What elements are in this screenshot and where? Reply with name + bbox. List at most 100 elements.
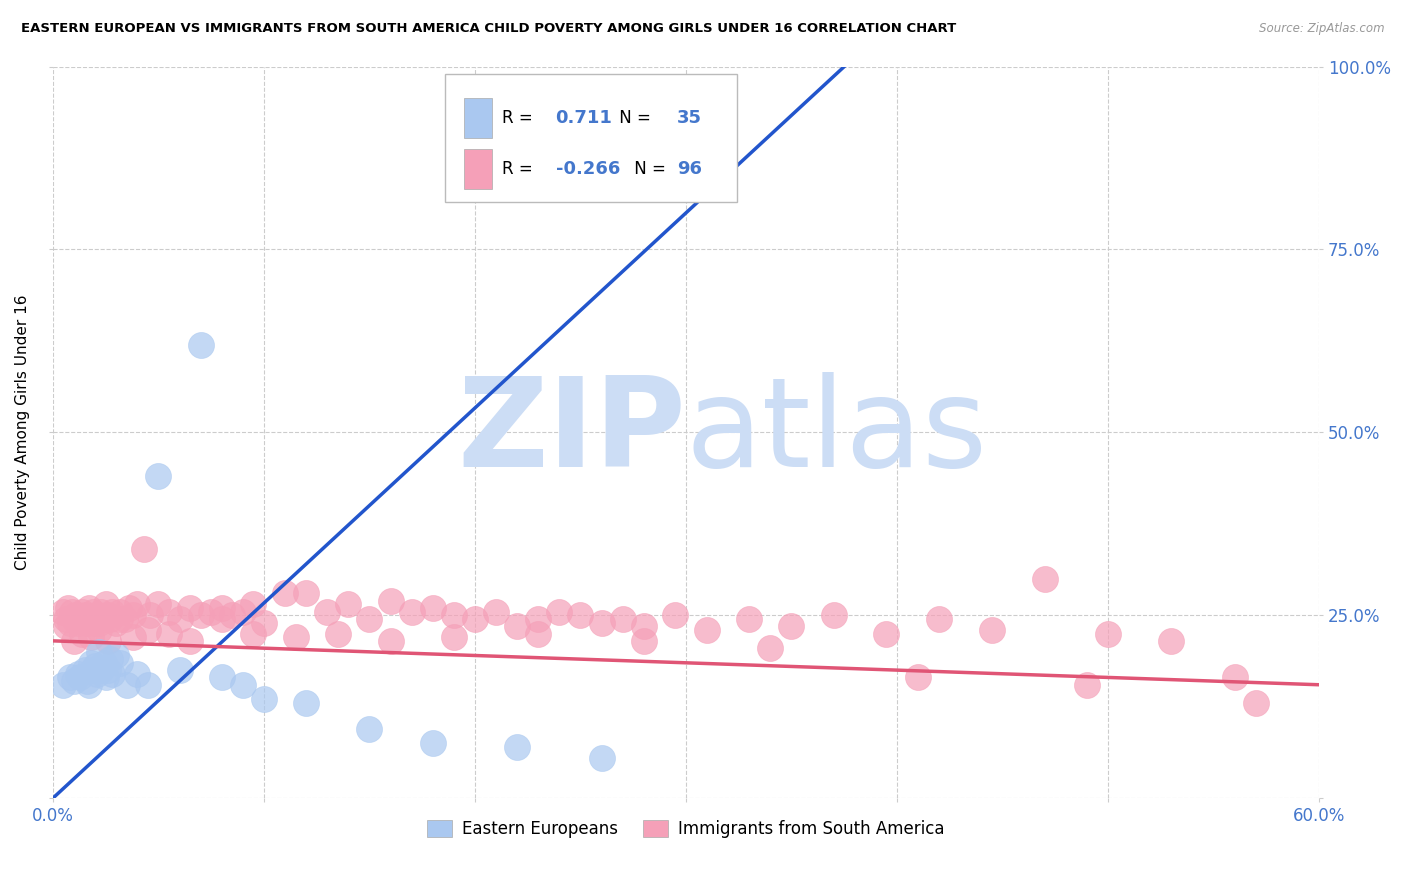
Point: [101, 666, 124, 681]
Point: [253, 692, 276, 706]
Point: [633, 619, 655, 633]
Point: [73, 663, 96, 677]
Point: [1097, 626, 1119, 640]
Text: ZIP: ZIP: [457, 372, 686, 493]
Point: [422, 736, 444, 750]
Point: [82, 663, 104, 677]
Point: [63, 674, 86, 689]
Point: [52, 678, 75, 692]
Point: [612, 612, 634, 626]
Point: [316, 605, 339, 619]
Point: [569, 608, 592, 623]
Point: [242, 626, 264, 640]
Point: [380, 633, 402, 648]
Point: [97, 663, 120, 677]
Point: [98, 612, 121, 626]
Point: [823, 608, 845, 623]
Point: [114, 612, 136, 626]
Point: [591, 615, 613, 630]
Point: [89, 615, 111, 630]
Point: [211, 670, 233, 684]
Text: N =: N =: [614, 109, 657, 127]
Text: atlas: atlas: [686, 372, 988, 493]
Point: [169, 663, 191, 677]
Point: [73, 608, 96, 623]
Point: [77, 601, 100, 615]
Point: [326, 626, 349, 640]
Point: [380, 593, 402, 607]
Point: [148, 469, 170, 483]
Point: [401, 605, 423, 619]
Point: [80, 630, 103, 644]
Point: [80, 656, 103, 670]
Point: [1160, 633, 1182, 648]
Point: [122, 608, 145, 623]
Point: [232, 678, 254, 692]
Point: [295, 696, 318, 710]
Point: [506, 739, 529, 754]
Point: [86, 666, 108, 681]
Text: N =: N =: [628, 160, 671, 178]
Legend: Eastern Europeans, Immigrants from South America: Eastern Europeans, Immigrants from South…: [420, 814, 952, 845]
Point: [485, 605, 508, 619]
Bar: [464, 98, 492, 138]
Point: [696, 623, 718, 637]
Point: [84, 659, 107, 673]
Point: [90, 663, 112, 677]
Point: [82, 605, 104, 619]
Point: [337, 597, 360, 611]
Point: [122, 630, 145, 644]
Point: [295, 586, 318, 600]
Point: [169, 612, 191, 626]
Point: [69, 612, 91, 626]
Point: [464, 612, 486, 626]
Point: [1076, 678, 1098, 692]
Point: [89, 645, 111, 659]
Text: EASTERN EUROPEAN VS IMMIGRANTS FROM SOUTH AMERICA CHILD POVERTY AMONG GIRLS UNDE: EASTERN EUROPEAN VS IMMIGRANTS FROM SOUT…: [21, 22, 956, 36]
Point: [633, 633, 655, 648]
Point: [1033, 572, 1056, 586]
Point: [211, 612, 233, 626]
Point: [65, 608, 87, 623]
Point: [274, 586, 297, 600]
Point: [97, 633, 120, 648]
Point: [132, 542, 155, 557]
Point: [55, 612, 77, 626]
Point: [136, 678, 159, 692]
Point: [56, 601, 79, 615]
Point: [1223, 670, 1246, 684]
Point: [907, 670, 929, 684]
Point: [63, 612, 86, 626]
Point: [55, 619, 77, 633]
Text: R =: R =: [502, 109, 538, 127]
Point: [80, 612, 103, 626]
Point: [759, 641, 782, 656]
Point: [200, 605, 222, 619]
Point: [179, 633, 201, 648]
Point: [190, 337, 212, 351]
Point: [664, 608, 686, 623]
Point: [127, 597, 149, 611]
Point: [76, 674, 98, 689]
Point: [232, 605, 254, 619]
Point: [875, 626, 897, 640]
Point: [242, 597, 264, 611]
Point: [52, 605, 75, 619]
Point: [59, 615, 82, 630]
Point: [110, 612, 132, 626]
Point: [93, 656, 115, 670]
Point: [221, 608, 243, 623]
Point: [90, 605, 112, 619]
Point: [148, 597, 170, 611]
Point: [157, 626, 180, 640]
Text: R =: R =: [502, 160, 538, 178]
Point: [211, 601, 233, 615]
Point: [118, 601, 141, 615]
Point: [69, 670, 91, 684]
Point: [359, 722, 381, 736]
Point: [60, 605, 83, 619]
Point: [1244, 696, 1267, 710]
Point: [506, 619, 529, 633]
FancyBboxPatch shape: [446, 74, 737, 202]
Point: [93, 612, 115, 626]
